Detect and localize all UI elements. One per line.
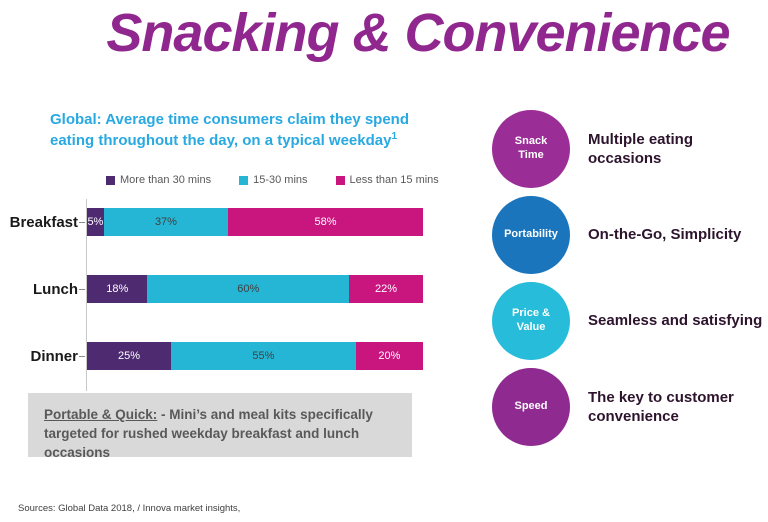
feature-row-portability: Portability On-the-Go, Simplicity [492, 196, 768, 274]
feature-circle: Snack Time [492, 110, 570, 188]
note-box-text: - Mini’s and meal kits specifically targ… [44, 407, 373, 460]
category-label: Breakfast [9, 213, 78, 231]
chart-title-line2: eating throughout the day, on a typical … [50, 132, 392, 150]
bar-segment: 5% [87, 208, 104, 236]
chart-legend: More than 30 mins 15-30 mins Less than 15 … [106, 174, 439, 186]
feature-circle: Price & Value [492, 282, 570, 360]
sources-text: Sources: Global Data 2018, / Innova mark… [18, 503, 241, 514]
note-box-heading: Portable & Quick: [44, 407, 158, 422]
legend-item: Less than 15 mins [335, 174, 439, 186]
bar-segment: 60% [147, 275, 350, 303]
chart-title-footnote-marker: 1 [391, 131, 398, 143]
bar-segment: 22% [349, 275, 423, 303]
category-label: Lunch [33, 280, 78, 298]
feature-description: Multiple eating occasions [588, 130, 693, 168]
chart-title-line1: Global: Average time consumers claim the… [50, 111, 410, 128]
chart-row-lunch: Lunch 18% 60% 22% [6, 275, 446, 303]
legend-item: More than 30 mins [106, 174, 211, 186]
note-box: Portable & Quick: - Mini’s and meal kits… [28, 393, 412, 460]
legend-label: More than 30 mins [120, 174, 212, 186]
bar-segment: 18% [87, 275, 148, 303]
axis-tick [79, 355, 85, 357]
category-label: Dinner [30, 347, 78, 365]
bar-segment: 37% [103, 208, 229, 236]
chart-title: Global: Average time consumers claim the… [50, 110, 460, 152]
feature-description: The key to customer convenience [588, 388, 734, 426]
axis-tick [79, 288, 85, 290]
bar-track: 25% 55% 20% [87, 342, 423, 370]
features-list: Snack Time Multiple eating occasions Porta… [492, 110, 768, 446]
bar-track: 5% 37% 58% [87, 208, 423, 236]
feature-circle: Portability [492, 196, 570, 274]
legend-item: 15-30 mins [239, 174, 308, 186]
slide-title: Snacking & Convenience [106, 3, 730, 63]
legend-swatch [239, 175, 249, 185]
feature-description: On-the-Go, Simplicity [588, 226, 742, 244]
feature-row-speed: Speed The key to customer convenience [492, 368, 768, 446]
bar-segment: 20% [355, 342, 423, 370]
axis-tick [79, 221, 85, 223]
legend-swatch [335, 175, 345, 185]
chart-row-dinner: Dinner 25% 55% 20% [6, 342, 446, 370]
chart-row-breakfast: Breakfast 5% 37% 58% [6, 208, 446, 236]
feature-circle: Speed [492, 368, 570, 446]
bar-segment: 55% [171, 342, 356, 370]
feature-row-snack-time: Snack Time Multiple eating occasions [492, 110, 768, 188]
bar-chart: Breakfast 5% 37% 58% Lunch 18% 60% 22% Dinner 25%… [6, 194, 446, 409]
bar-segment: 25% [87, 342, 171, 370]
chart-axis-line [86, 199, 87, 391]
legend-label: Less than 15 mins [349, 174, 439, 186]
bar-track: 18% 60% 22% [87, 275, 423, 303]
legend-label: 15-30 mins [253, 174, 308, 186]
feature-description: Seamless and satisfying [588, 312, 763, 330]
bar-segment: 58% [228, 208, 423, 236]
feature-row-price-value: Price & Value Seamless and satisfying [492, 282, 768, 360]
legend-swatch [106, 175, 115, 185]
